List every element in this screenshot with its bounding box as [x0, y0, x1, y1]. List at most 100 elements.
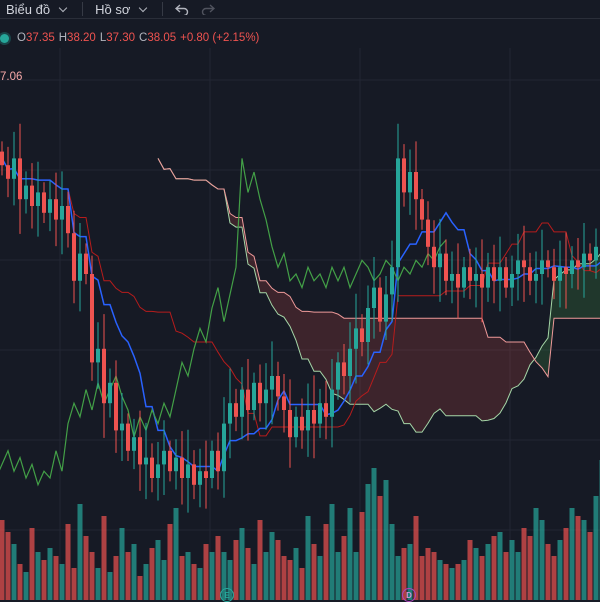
cloud-segment: [308, 311, 314, 371]
volume-bar: [48, 548, 53, 600]
candle-body: [78, 254, 82, 281]
volume-bar: [54, 556, 59, 600]
volume-bar: [126, 552, 131, 600]
undo-icon: [175, 3, 189, 15]
candle-body: [144, 458, 148, 465]
candle-body: [54, 199, 58, 219]
candle-body: [432, 247, 436, 267]
chart-menu-label: Biểu đồ: [6, 2, 50, 17]
volume-bar: [108, 572, 113, 600]
profile-menu-button[interactable]: Hồ sơ: [83, 0, 162, 18]
top-toolbar: Biểu đồ Hồ sơ: [0, 0, 600, 19]
candle-body: [18, 158, 22, 199]
candle-body: [162, 451, 166, 465]
volume-bar: [456, 564, 461, 600]
volume-bar: [576, 516, 581, 600]
market-status-icon: [0, 34, 9, 43]
volume-bar: [498, 532, 503, 600]
cloud-segment: [458, 318, 464, 416]
cloud-segment: [428, 318, 434, 423]
low-value: 37.30: [106, 32, 135, 44]
candle-body: [198, 471, 202, 485]
volume-bar: [540, 520, 545, 600]
candle-body: [426, 220, 430, 247]
volume-bar: [150, 548, 155, 600]
profile-menu-label: Hồ sơ: [95, 2, 130, 17]
cloud-segment: [596, 252, 600, 318]
volume-bar: [210, 552, 215, 600]
undo-button[interactable]: [169, 0, 195, 18]
candle-body: [186, 464, 190, 478]
cloud-segment: [404, 318, 410, 423]
candle-body: [192, 464, 196, 484]
volume-bar: [462, 560, 467, 600]
volume-bar: [348, 508, 353, 600]
candle-body: [342, 362, 346, 376]
volume-bar: [78, 504, 83, 600]
indicator-value: 7.06: [0, 71, 22, 83]
volume-bar: [132, 544, 137, 600]
candle-body: [390, 267, 394, 294]
candle-body: [60, 206, 64, 220]
candle-body: [510, 274, 514, 288]
candle-body: [564, 267, 568, 274]
volume-bar: [246, 548, 251, 600]
change-value: +0.80 (+2.15%): [180, 32, 259, 44]
candle-body: [594, 247, 598, 261]
candle-body: [222, 424, 226, 472]
volume-bar: [564, 528, 569, 600]
candle-body: [414, 172, 418, 199]
candle-body: [408, 172, 412, 192]
volume-bar: [570, 508, 575, 600]
candle-body: [372, 288, 376, 308]
candle-body: [540, 260, 544, 274]
redo-button[interactable]: [195, 0, 221, 18]
candle-body: [234, 403, 238, 417]
candle-body: [114, 383, 118, 431]
candle-body: [384, 294, 388, 321]
candle-body: [168, 451, 172, 471]
volume-bar: [426, 548, 431, 600]
candle-body: [210, 451, 214, 478]
cloud-segment: [314, 312, 320, 371]
cloud-segment: [320, 312, 326, 379]
cloud-segment: [470, 318, 476, 416]
volume-bar: [24, 572, 29, 600]
volume-bar: [420, 556, 425, 600]
candle-body: [216, 451, 220, 471]
candle-body: [324, 403, 328, 417]
cloud-segment: [386, 318, 392, 409]
volume-bar: [522, 528, 527, 600]
redo-icon: [201, 3, 215, 15]
candle-body: [534, 274, 538, 281]
chevron-down-icon: [59, 3, 67, 11]
volume-bar: [378, 496, 383, 600]
candle-body: [270, 376, 274, 390]
candle-body: [570, 260, 574, 274]
volume-bar: [312, 544, 317, 600]
volume-bar: [366, 484, 371, 600]
volume-bar: [186, 552, 191, 600]
open-value: 37.35: [26, 32, 55, 44]
candle-body: [252, 383, 256, 410]
volume-bar: [120, 528, 125, 600]
candle-body: [84, 254, 88, 274]
volume-bar: [492, 536, 497, 600]
volume-bar: [510, 540, 515, 600]
cloud-segment: [278, 292, 284, 317]
volume-bar: [330, 504, 335, 600]
volume-bar: [60, 564, 65, 600]
candle-body: [246, 390, 250, 410]
volume-bar: [438, 560, 443, 600]
candle-body: [402, 158, 406, 192]
candle-body: [528, 267, 532, 281]
volume-bar: [390, 524, 395, 600]
candle-body: [516, 260, 520, 274]
cloud-segment: [578, 264, 584, 318]
volume-bar: [474, 548, 479, 600]
chart-menu-button[interactable]: Biểu đồ: [0, 0, 82, 18]
cloud-segment: [566, 270, 572, 318]
volume-bar: [480, 556, 485, 600]
candle-body: [318, 403, 322, 423]
